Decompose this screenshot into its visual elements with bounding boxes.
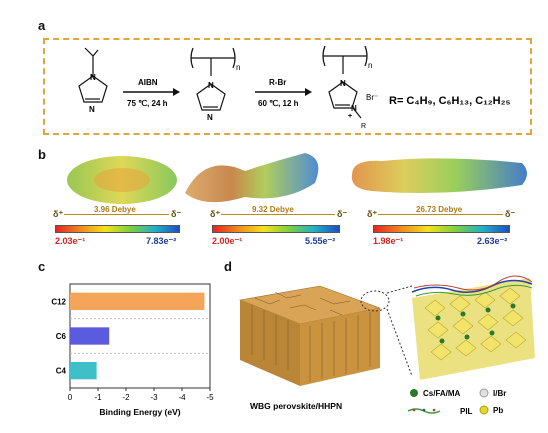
delta-plus-1: δ⁺ (53, 209, 64, 219)
panel-label-d: d (224, 259, 232, 274)
ionic-polymer-structure (322, 45, 368, 119)
category-label-c4: C4 (56, 367, 67, 376)
bar-c12 (70, 292, 205, 310)
repeat-n-1: n (236, 63, 240, 72)
monomer-structure (78, 47, 108, 103)
r-group: R (361, 123, 366, 130)
reagent-2: R-Br (269, 78, 286, 87)
bar-c4 (70, 362, 97, 380)
dipole-value-3: 26.73 Debye (414, 205, 465, 214)
category-label-c12: C12 (51, 297, 66, 306)
monomer-n1: N (90, 73, 96, 82)
legend-ibr-marker (479, 388, 489, 398)
colorbar-1 (55, 225, 180, 233)
legend-pb-label: Pb (493, 406, 503, 415)
ionic-n3: N (351, 104, 357, 113)
colorbar-1-min: 2.03e⁻¹ (55, 236, 86, 246)
bromide-anion: Br⁻ (366, 93, 378, 102)
colorbar-2-max: 5.55e⁻² (305, 236, 336, 246)
dipole-arrow-3 (378, 214, 503, 215)
esp-surfaces (67, 153, 527, 204)
binding-energy-chart: C12 C6 C4 0 -1 -2 -3 -4 -5 Binding Energy (eV) (51, 283, 214, 417)
panel-label-a: a (38, 18, 46, 33)
film-label: WBG perovskite/HHPN (250, 401, 342, 411)
colorbar-3-min: 1.98e⁻¹ (373, 236, 404, 246)
x-axis-label: Binding Energy (eV) (99, 407, 180, 417)
panel-label-c: c (38, 259, 46, 274)
delta-plus-2: δ⁺ (210, 209, 221, 219)
x-tick-label: -1 (94, 393, 102, 402)
film-left (240, 300, 300, 386)
ionic-n1: N (340, 79, 346, 88)
monomer-n3: N (89, 105, 95, 114)
category-label-c6: C6 (56, 332, 67, 341)
bar-c6 (70, 327, 110, 345)
film-front (300, 308, 380, 386)
colorbar-2 (212, 225, 340, 233)
dipole-value-2: 9.32 Debye (250, 205, 296, 214)
condition-1: 75 ℃, 24 h (127, 99, 168, 108)
delta-plus-3: δ⁺ (367, 209, 378, 219)
esp-surface-2 (185, 153, 319, 203)
octahedra-lattice (411, 275, 535, 380)
r-definition: R= C₄H₉, C₆H₁₃, C₁₂H₂₅ (389, 95, 511, 107)
x-tick-label: -5 (206, 393, 214, 402)
panel-label-b: b (38, 147, 46, 162)
colorbar-3 (373, 225, 510, 233)
perovskite-illustration: WBG perovskite/HHPN Cs/FA/MA I/Br PIL Pb (238, 275, 535, 416)
delta-minus-3: δ⁻ (505, 209, 516, 219)
polymer-n3: N (207, 113, 213, 122)
x-tick-label: -3 (150, 393, 158, 402)
dipole-arrow-2 (221, 214, 335, 215)
legend-pb-marker (479, 405, 489, 415)
polymer-structure (190, 47, 236, 111)
dipole-arrow-1 (64, 214, 169, 215)
dipole-value-1: 3.96 Debye (92, 205, 138, 214)
legend-cs-marker (410, 389, 418, 397)
scheme-box (43, 38, 532, 135)
zoom-circle (360, 290, 390, 312)
repeat-n-2: n (368, 61, 372, 70)
esp-surface-3 (351, 158, 527, 193)
legend-cs-label: Cs/FA/MA (423, 389, 461, 398)
polymer-n1: N (208, 81, 214, 90)
legend-ibr-label: I/Br (493, 389, 506, 398)
condition-2: 60 ℃, 12 h (258, 99, 299, 108)
x-tick-label: -4 (178, 393, 186, 402)
x-tick-label: 0 (68, 393, 73, 402)
reaction-scheme: N N AIBN 75 ℃, 24 h n N N R-Br 60 ℃, 12 … (78, 45, 511, 130)
reagent-1: AIBN (138, 78, 158, 87)
x-tick-label: -2 (122, 393, 130, 402)
delta-minus-1: δ⁻ (171, 209, 182, 219)
colorbar-2-min: 2.00e⁻¹ (212, 236, 243, 246)
legend-pil-label: PIL (460, 407, 473, 416)
ionic-charge: + (348, 113, 352, 120)
colorbar-1-max: 7.83e⁻² (146, 236, 177, 246)
colorbar-3-max: 2.63e⁻² (477, 236, 508, 246)
delta-minus-2: δ⁻ (337, 209, 348, 219)
